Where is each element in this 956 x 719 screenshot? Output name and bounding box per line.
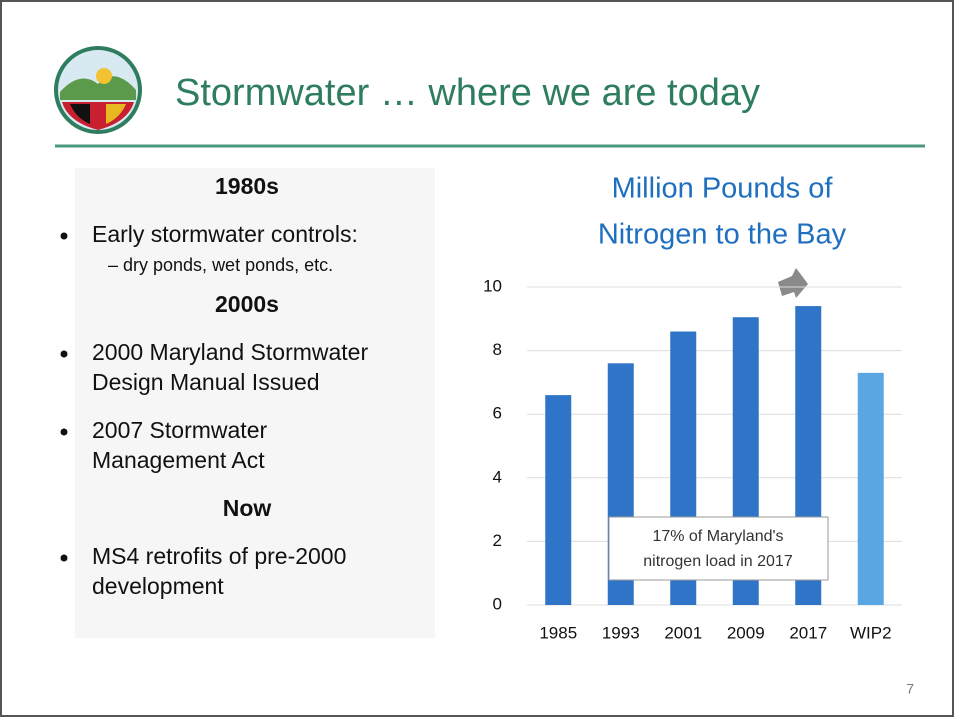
- bullet-text: Design Manual Issued: [92, 369, 320, 395]
- x-tick-label: 1993: [602, 623, 640, 642]
- section-heading: 1980s: [215, 173, 279, 199]
- annotation-text: 17% of Maryland's: [652, 528, 783, 545]
- bar: [857, 372, 884, 605]
- chart-title: Nitrogen to the Bay: [598, 219, 847, 251]
- x-tick-label: 2009: [727, 623, 765, 642]
- x-tick-label: WIP2: [850, 623, 892, 642]
- section-heading: 2000s: [215, 291, 279, 317]
- slide-title: Stormwater … where we are today: [175, 72, 760, 114]
- bar: [545, 395, 572, 605]
- text-panel: [75, 168, 435, 638]
- logo: [54, 46, 142, 134]
- annotation-box: [608, 516, 829, 581]
- y-tick-label: 4: [493, 467, 502, 486]
- page-number: 7: [906, 681, 914, 697]
- chart-title: Million Pounds of: [612, 173, 834, 205]
- bullet-text: Early stormwater controls:: [92, 221, 358, 247]
- bullet-text: 2000 Maryland Stormwater: [92, 339, 368, 365]
- x-tick-label: 1985: [539, 623, 577, 642]
- bullet-text: development: [92, 573, 224, 599]
- y-tick-label: 2: [493, 531, 502, 550]
- bullet-text: 2007 Stormwater: [92, 417, 267, 443]
- x-tick-label: 2017: [789, 623, 827, 642]
- y-tick-label: 10: [483, 276, 502, 295]
- bullet-dot: [60, 350, 68, 358]
- bullet-text: MS4 retrofits of pre-2000: [92, 543, 346, 569]
- bullet-dot: [60, 232, 68, 240]
- sub-bullet: – dry ponds, wet ponds, etc.: [108, 255, 333, 275]
- annotation-text: nitrogen load in 2017: [643, 553, 793, 570]
- arrow-icon: [778, 268, 808, 298]
- bullet-dot: [60, 428, 68, 436]
- section-heading: Now: [223, 495, 272, 521]
- bullet-dot: [60, 554, 68, 562]
- y-tick-label: 0: [493, 594, 502, 613]
- bullet-text: Management Act: [92, 447, 265, 473]
- x-tick-label: 2001: [664, 623, 702, 642]
- y-tick-label: 8: [493, 340, 502, 359]
- y-tick-label: 6: [493, 404, 502, 423]
